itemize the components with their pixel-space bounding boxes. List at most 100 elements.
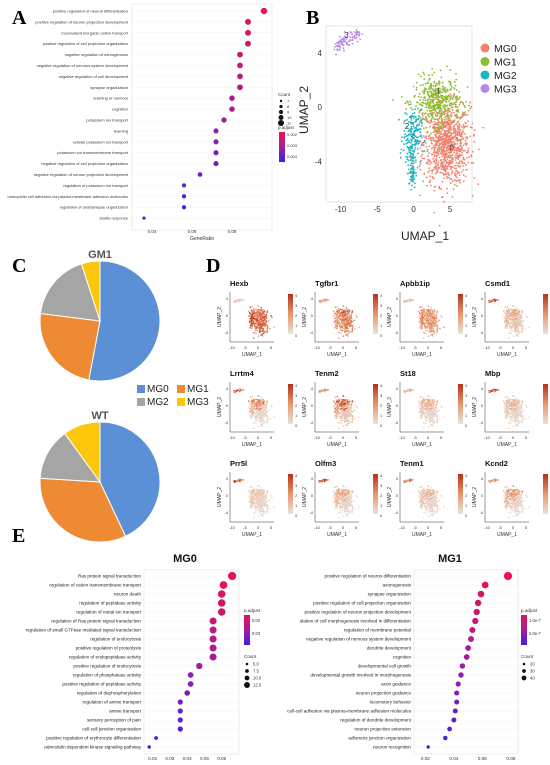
feature-point	[335, 323, 337, 325]
feature-point	[515, 325, 517, 327]
feature-point	[333, 400, 335, 402]
feature-point	[429, 421, 431, 423]
umap-point	[355, 38, 357, 40]
panel-a-padj-label: 0.004	[287, 154, 298, 159]
umap-point	[430, 113, 432, 115]
umap-point	[471, 162, 473, 164]
umap-point	[446, 176, 448, 178]
feature-point	[519, 309, 521, 311]
feature-point	[263, 403, 265, 405]
feature-point	[273, 416, 275, 418]
feature-point	[261, 315, 263, 317]
feature-point	[511, 320, 513, 322]
feature-point	[251, 401, 253, 403]
umap-point	[448, 174, 450, 176]
panel-a-term-label: negative regulation of neurogenesis	[65, 52, 128, 57]
feature-point	[354, 328, 356, 330]
umap-point	[426, 118, 428, 120]
umap-point	[462, 130, 464, 132]
umap-point	[409, 134, 411, 136]
umap-point	[446, 150, 448, 152]
umap-point	[446, 162, 448, 164]
feature-point	[424, 324, 426, 326]
umap-point	[477, 183, 479, 185]
umap-point	[473, 177, 475, 179]
umap-point	[432, 127, 434, 129]
feature-point	[419, 320, 421, 322]
umap-point	[436, 130, 438, 132]
feature-plot-xtick: 0	[427, 345, 430, 350]
feature-point	[355, 315, 357, 317]
feature-point	[511, 323, 513, 325]
umap-point	[458, 150, 460, 152]
umap-point	[410, 107, 412, 109]
feature-point	[259, 411, 261, 413]
umap-point	[456, 165, 458, 167]
umap-point	[426, 127, 428, 129]
feature-point	[265, 410, 267, 412]
feature-point	[251, 306, 253, 308]
feature-point	[351, 330, 353, 332]
feature-point	[253, 318, 255, 320]
umap-point	[446, 136, 448, 138]
umap-point	[433, 124, 435, 126]
umap-point	[409, 179, 411, 181]
umap-point	[440, 115, 442, 117]
umap-point	[438, 128, 440, 130]
feature-point	[351, 328, 353, 330]
umap-point	[423, 144, 425, 146]
umap-point	[425, 100, 427, 102]
umap-point	[413, 137, 415, 139]
feature-point	[256, 318, 258, 320]
feature-point	[346, 407, 348, 409]
feature-point	[404, 301, 406, 303]
feature-point	[266, 404, 268, 406]
umap-point	[415, 175, 417, 177]
feature-point	[435, 320, 437, 322]
feature-point	[263, 322, 265, 324]
umap-point	[459, 131, 461, 133]
feature-point	[515, 327, 517, 329]
feature-point	[256, 401, 258, 403]
feature-point	[436, 312, 438, 314]
feature-plot-xtick: 0	[342, 345, 345, 350]
feature-point	[437, 416, 439, 418]
umap-point	[432, 154, 434, 156]
feature-point	[254, 324, 256, 326]
umap-point	[443, 96, 445, 98]
feature-point	[264, 309, 266, 311]
umap-point	[450, 95, 452, 97]
umap-point	[438, 154, 440, 156]
umap-point	[452, 136, 454, 138]
feature-point	[436, 407, 438, 409]
feature-point	[251, 314, 253, 316]
feature-point	[349, 325, 351, 327]
feature-point	[503, 315, 505, 317]
feature-point	[352, 310, 354, 312]
feature-point	[425, 329, 427, 331]
umap-point	[412, 165, 414, 167]
feature-plot-ytick: 4	[226, 296, 229, 301]
umap-point	[434, 190, 436, 192]
feature-point	[271, 406, 273, 408]
panel-a-dot	[142, 217, 145, 220]
umap-point	[465, 140, 467, 142]
umap-point	[349, 39, 351, 41]
feature-point	[430, 329, 432, 331]
umap-point	[346, 43, 348, 45]
panel-a-count-dot	[280, 100, 282, 102]
umap-point	[442, 181, 444, 183]
feature-point	[258, 425, 260, 427]
umap-point	[407, 102, 409, 104]
feature-point	[351, 402, 353, 404]
feature-point	[266, 418, 268, 420]
umap-point	[427, 150, 429, 152]
umap-point	[455, 104, 457, 106]
umap-point	[441, 140, 443, 142]
feature-point	[251, 410, 253, 412]
feature-point	[514, 314, 516, 316]
feature-point	[253, 427, 255, 429]
umap-point	[451, 154, 453, 156]
umap-point	[444, 90, 446, 92]
